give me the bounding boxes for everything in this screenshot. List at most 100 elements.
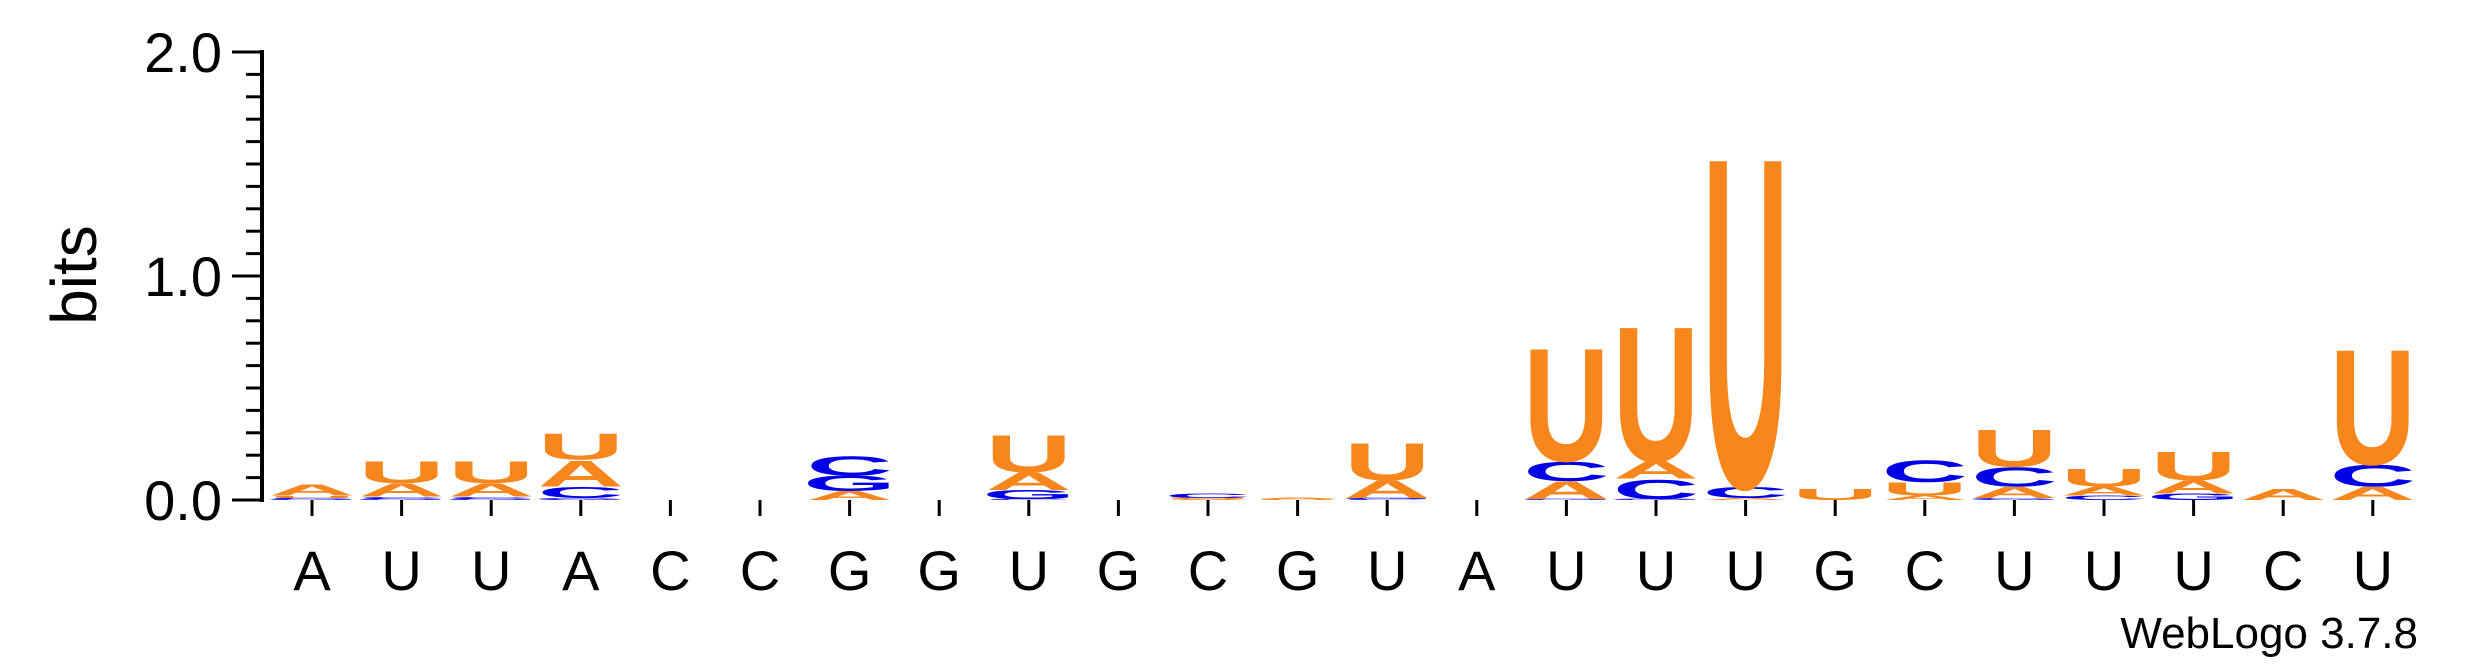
logo-letter-u: U (358, 455, 444, 490)
y-tick-label: 0.0 (144, 469, 222, 532)
logo-letter-c: C (448, 496, 534, 499)
logo-letter-a: A (2150, 477, 2236, 498)
logo-letter-u: U (2061, 464, 2147, 492)
letter-stack: ACU (2330, 315, 2416, 504)
x-tick-label: A (562, 539, 600, 602)
logo-letter-u: U (986, 424, 1072, 484)
logo-letter-u: U (1613, 286, 1699, 501)
logo-letter-a: A (2240, 486, 2326, 503)
logo-letter-a: A (448, 480, 534, 501)
x-tick-label: A (293, 539, 331, 602)
logo-letter-g: G (1520, 499, 1613, 501)
logo-letter-g: G (445, 499, 538, 501)
logo-letter-c: C (2061, 494, 2147, 501)
logo-letter-g: G (803, 472, 896, 496)
letter-stacks: GCUAGCAUGCAUGCAUAGCCGAUAUCUACGAUGACUGCAU… (266, 60, 2416, 588)
x-tick-label: U (1725, 539, 1765, 602)
logo-letter-g: G (1968, 497, 2061, 500)
x-tick-label: U (471, 539, 511, 602)
logo-letter-a: A (1882, 494, 1968, 501)
logo-letter-a: A (806, 489, 892, 503)
x-tick-label: C (1188, 539, 1228, 602)
logo-letter-c: C (1971, 461, 2057, 492)
x-tick-label: U (1546, 539, 1586, 602)
logo-letter-g: G (1610, 499, 1703, 501)
logo-letter-c: C (806, 450, 892, 481)
x-tick-label: C (740, 539, 780, 602)
x-tick-label: G (828, 539, 872, 602)
letter-stack: U (1792, 486, 1878, 503)
logo-letter-c: C (358, 496, 444, 499)
logo-letter-u: U (2330, 315, 2416, 499)
logo-letter-u: U (1254, 499, 1340, 501)
logo-letter-a: A (538, 453, 624, 495)
y-axis-label: bits (38, 225, 110, 325)
logo-letter-c: C (1882, 454, 1968, 489)
logo-letter-u: U (538, 426, 624, 468)
x-tick-label: G (1097, 539, 1141, 602)
x-tick-label: U (2084, 539, 2124, 602)
x-tick-label: C (1905, 539, 1945, 602)
x-tick-label: C (2263, 539, 2303, 602)
logo-letter-c: C (269, 497, 355, 499)
x-tick-label: G (917, 539, 961, 602)
x-tick-label: A (1458, 539, 1496, 602)
x-tick-label: U (1367, 539, 1407, 602)
logo-letter-g: G (982, 488, 1075, 502)
weblogo-watermark: WebLogo 3.7.8 (2120, 609, 2418, 658)
logo-letter-u: U (2150, 443, 2236, 488)
x-tick-label: C (650, 539, 690, 602)
letter-stack: AUC (1882, 454, 1968, 501)
x-tick-label: G (1276, 539, 1320, 602)
logo-letter-g: G (266, 499, 359, 501)
logo-letter-a: A (1523, 477, 1609, 505)
y-tick-label: 1.0 (144, 245, 222, 308)
logo-letter-g: G (2147, 492, 2240, 502)
letter-stack: AUC (1165, 492, 1251, 500)
y-axis: 0.0 1.0 2.0 (144, 21, 264, 532)
logo-letter-c: C (1523, 456, 1609, 487)
logo-letter-a: A (358, 480, 444, 501)
x-tick-label: U (381, 539, 421, 602)
x-tick-label: U (2353, 539, 2393, 602)
logo-letter-u: U (269, 495, 355, 498)
logo-letter-a: A (1165, 499, 1251, 501)
logo-letter-c: C (1702, 484, 1788, 501)
logo-letter-g: G (534, 497, 627, 500)
logo-letter-u: U (1882, 479, 1968, 500)
logo-letter-a: A (1613, 457, 1699, 485)
logo-letter-u: U (448, 455, 534, 490)
logo-letter-c: C (1165, 492, 1251, 499)
logo-letter-a: A (1702, 497, 1788, 500)
logo-letter-c: C (986, 499, 1072, 501)
logo-letter-a: A (2061, 484, 2147, 498)
logo-letter-u: U (1523, 315, 1609, 496)
x-tick-label: U (1009, 539, 1049, 602)
logo-letter-g: G (355, 499, 448, 501)
x-tick-label: G (1813, 539, 1857, 602)
letter-stack: CAU (2061, 464, 2147, 501)
logo-letter-a: A (1344, 476, 1430, 504)
logo-letter-a: A (1254, 497, 1340, 499)
logo-letter-c: C (538, 484, 624, 501)
x-tick-label: U (1994, 539, 2034, 602)
logo-letter-g: G (1341, 497, 1434, 499)
x-tick-label: U (2173, 539, 2213, 602)
logo-letter-u: U (1344, 432, 1430, 492)
y-tick-label: 2.0 (144, 21, 222, 84)
letter-stack: UA (1254, 497, 1340, 500)
logo-letter-c: C (1344, 499, 1430, 501)
letter-stack: AGC (803, 450, 896, 502)
logo-letter-a: A (269, 482, 355, 499)
